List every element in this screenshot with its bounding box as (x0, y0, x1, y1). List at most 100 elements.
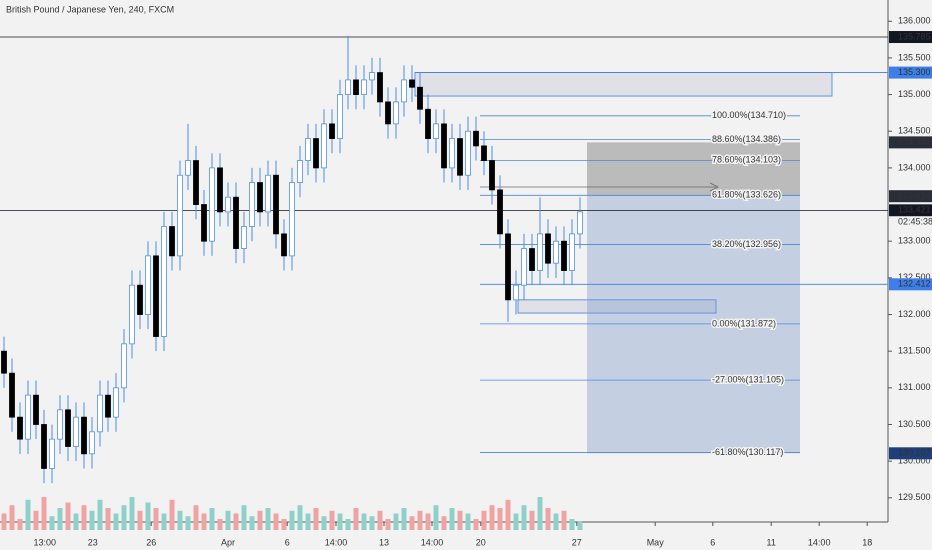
volume-bar (489, 505, 495, 530)
fib-label: 88.60%(134.386) (712, 134, 781, 144)
stop-zone (587, 142, 800, 197)
volume-bar (185, 516, 191, 530)
x-tick-label: 20 (476, 537, 486, 547)
candle-body (129, 284, 135, 345)
candle-body (273, 174, 279, 235)
volume-bar (209, 508, 215, 530)
candle-body (337, 94, 343, 139)
volume-bar (545, 508, 551, 530)
zone (517, 299, 717, 314)
target-zone (587, 196, 800, 454)
volume-bar (577, 521, 583, 530)
level-tag-label: 135.300 (898, 67, 931, 77)
volume-bar (145, 502, 151, 530)
candle-body (193, 160, 199, 205)
candle-body (561, 240, 567, 271)
y-tick-label: 134.500 (898, 126, 931, 136)
level-tag (889, 31, 932, 44)
candle-body (577, 211, 583, 235)
chart-title: British Pound / Japanese Yen, 240, FXCM (6, 4, 174, 14)
x-tick-label: 11 (767, 537, 776, 547)
candle-body (97, 394, 103, 433)
candle-body (137, 284, 143, 315)
y-tick-label: 130.500 (898, 419, 931, 429)
volume-bar (161, 513, 167, 530)
countdown-tag (889, 216, 932, 229)
candle-body (441, 123, 447, 169)
candle-body (49, 438, 55, 469)
volume-bar (233, 513, 239, 530)
candle-body (257, 182, 263, 213)
candle-body (465, 130, 471, 176)
candle-body (457, 138, 463, 176)
countdown: 02:45:38 (898, 217, 932, 227)
volume-bar (409, 516, 415, 530)
candle-body (73, 416, 79, 447)
volume-bar (217, 519, 223, 530)
fib-label: 0.00%(131.872) (712, 318, 776, 328)
y-tick-label: 129.500 (898, 492, 931, 502)
volume-bar (337, 513, 343, 530)
candle-body (409, 79, 415, 88)
volume-bar (433, 505, 439, 530)
y-tick-label: 136.000 (898, 16, 931, 26)
position-tag-label: 130.107 (898, 448, 931, 458)
volume-bar (441, 516, 447, 530)
volume-bar (465, 513, 471, 530)
x-tick-label: 23 (88, 537, 98, 547)
volume-bar (49, 516, 55, 530)
volume-bar (537, 497, 543, 530)
fib-label: 100.00%(134.710) (712, 110, 786, 120)
candle-body (289, 182, 295, 257)
candle-body (425, 108, 431, 139)
candle-body (1, 350, 7, 374)
x-tick-label: 26 (146, 537, 156, 547)
volume-bar (273, 513, 279, 530)
candle-body (297, 160, 303, 183)
fib-label: -61.80%(130.117) (712, 447, 783, 457)
candle-body (17, 416, 23, 440)
volume-bar (417, 510, 423, 530)
level-tag (889, 278, 932, 291)
candle-body (105, 394, 111, 418)
position-tag-label: 134.348 (898, 137, 931, 147)
candle-body (361, 79, 367, 95)
candle-body (537, 233, 543, 271)
candle-body (521, 248, 527, 286)
candle-body (281, 233, 287, 257)
x-tick-label: May (647, 537, 665, 547)
volume-bar (89, 510, 95, 530)
candle-body (9, 372, 15, 418)
volume-bar (193, 505, 199, 530)
candle-body (65, 409, 71, 447)
volume-bar (9, 505, 15, 530)
volume-bar (353, 508, 359, 530)
candle-body (177, 174, 183, 257)
x-tick-label: 6 (710, 537, 715, 547)
position-tag-label: 133.614 (898, 191, 931, 201)
volume-bar (473, 519, 479, 530)
volume-bar (513, 513, 519, 530)
candle-body (369, 72, 375, 81)
volume-bar (329, 510, 335, 530)
candle-body (41, 424, 47, 469)
y-tick-label: 132.000 (898, 309, 931, 319)
volume-bar (73, 513, 79, 530)
position-tag (889, 136, 932, 149)
candle-body (233, 196, 239, 249)
volume-bar (201, 513, 207, 530)
volume-bar (105, 508, 111, 530)
candle-body (569, 233, 575, 271)
candle-body (169, 226, 175, 257)
candle-body (145, 255, 151, 315)
volume-bar (265, 508, 271, 530)
volume-bar (257, 510, 263, 530)
fib-label: 38.20%(132.956) (712, 239, 781, 249)
volume-bar (457, 510, 463, 530)
volume-bar (345, 519, 351, 530)
candle-body (553, 240, 559, 264)
y-tick-label: 133.000 (898, 236, 931, 246)
volume-bar (425, 513, 431, 530)
candle-body (505, 233, 511, 301)
